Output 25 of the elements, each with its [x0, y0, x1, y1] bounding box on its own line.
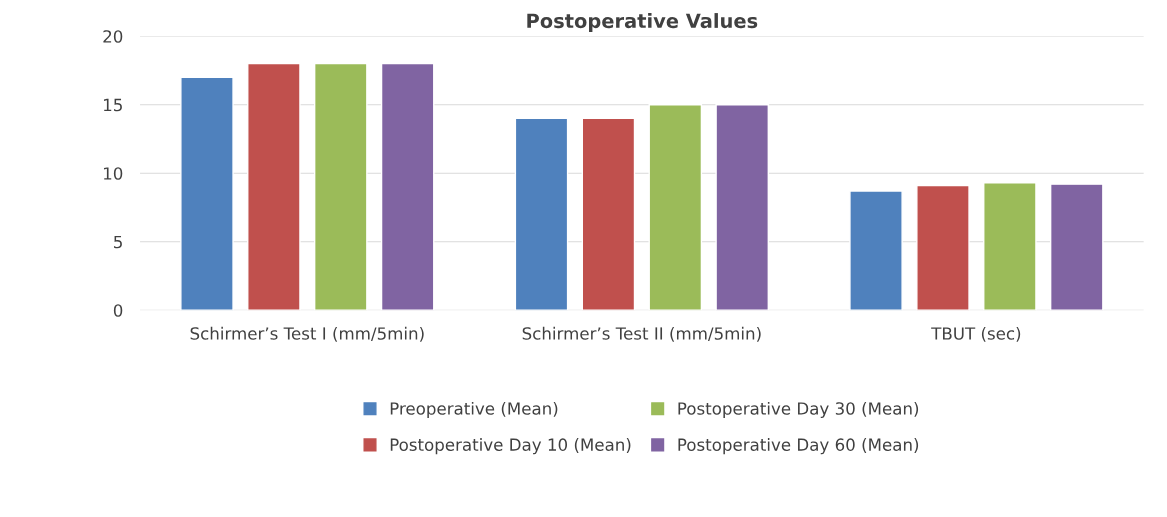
x-tick-label: TBUT (sec) [931, 326, 1021, 342]
y-tick-label: 10 [104, 167, 123, 180]
y-tick-label: 15 [104, 98, 122, 112]
x-tick-label: Schirmer’s Test II (mm/5min) [522, 326, 761, 342]
chart-title: Postoperative Values [527, 13, 758, 32]
y-tick-label: 20 [103, 30, 123, 43]
legend-label: Postoperative Day 60 (Mean) [678, 438, 919, 455]
bar [514, 117, 569, 311]
bar [983, 182, 1037, 311]
bar [849, 190, 903, 311]
bar [247, 62, 301, 311]
legend-label: Preoperative (Mean) [390, 401, 558, 419]
y-tick-label: 0 [113, 304, 123, 317]
bar [380, 62, 435, 311]
y-tick-label: 5 [114, 235, 122, 249]
bar [180, 76, 234, 311]
bar [581, 117, 636, 311]
bar [916, 184, 970, 311]
x-tick-label: Schirmer’s Test I (mm/5min) [190, 326, 424, 342]
bar [648, 103, 703, 311]
bar [715, 103, 770, 311]
bar [1049, 183, 1104, 311]
legend-label: Postoperative Day 10 (Mean) [390, 438, 631, 455]
bar [313, 62, 368, 311]
legend-label: Postoperative Day 30 (Mean) [678, 401, 919, 419]
